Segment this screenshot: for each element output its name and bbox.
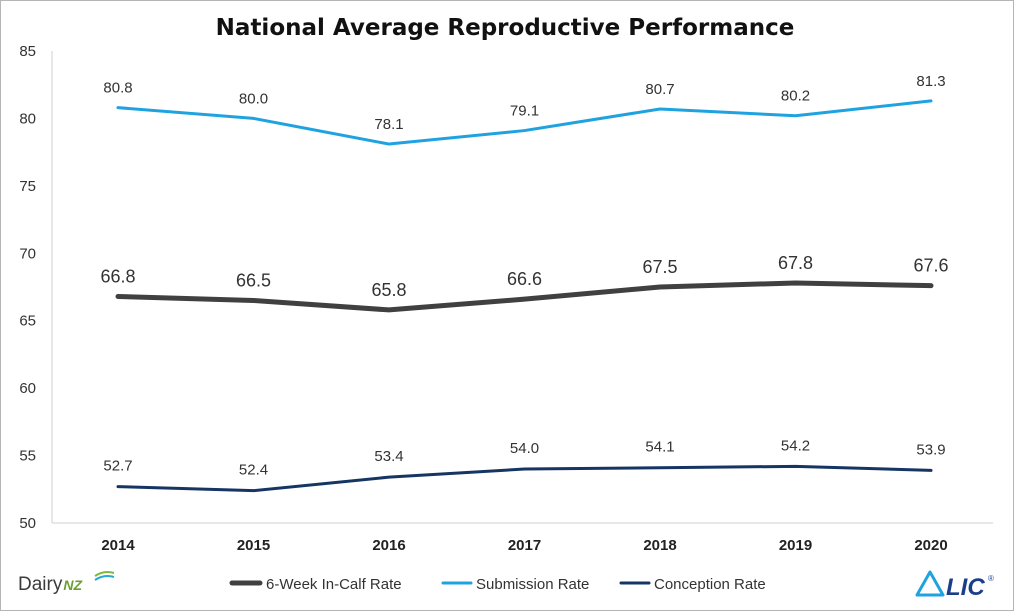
dairynz-word-nz: NZ xyxy=(63,577,82,593)
y-tick-label: 65 xyxy=(19,313,36,330)
legend-label-in-calf: 6-Week In-Calf Rate xyxy=(266,576,402,593)
y-tick-label: 70 xyxy=(19,245,36,262)
y-tick-label: 85 xyxy=(19,43,36,60)
data-label: 52.4 xyxy=(239,462,268,479)
x-tick-label: 2020 xyxy=(914,537,947,554)
series-line-submission xyxy=(116,99,933,146)
x-tick-label: 2019 xyxy=(779,537,812,554)
data-label: 67.8 xyxy=(778,253,813,273)
y-tick-label: 50 xyxy=(19,515,36,532)
x-tick-label: 2015 xyxy=(237,537,270,554)
chart-title: National Average Reproductive Performanc… xyxy=(216,15,795,41)
data-label: 80.7 xyxy=(645,81,674,98)
legend-label-conception: Conception Rate xyxy=(654,576,766,593)
x-tick-label: 2017 xyxy=(508,537,541,554)
x-tick-label: 2018 xyxy=(643,537,676,554)
y-tick-label: 60 xyxy=(19,380,36,397)
lic-logo: LIC ® xyxy=(915,570,994,601)
dairynz-logo: DairyNZ xyxy=(18,571,115,595)
data-label: 53.9 xyxy=(916,441,945,458)
y-tick-label: 80 xyxy=(19,110,36,127)
data-label: 80.0 xyxy=(239,90,268,107)
x-tick-labels: 2014 2015 2016 2017 2018 2019 2020 xyxy=(101,537,947,554)
lic-logo-text: LIC xyxy=(946,574,985,601)
data-label: 78.1 xyxy=(374,116,403,133)
x-tick-label: 2014 xyxy=(101,537,135,554)
y-tick-label: 75 xyxy=(19,178,36,195)
y-tick-label: 55 xyxy=(19,448,36,465)
data-label: 54.2 xyxy=(781,437,810,454)
series-line-conception xyxy=(116,464,933,493)
data-label: 80.2 xyxy=(781,88,810,105)
svg-text:DairyNZ: DairyNZ xyxy=(18,574,82,595)
lic-triangle-icon xyxy=(915,570,945,597)
legend: 6-Week In-Calf Rate Submission Rate Conc… xyxy=(229,576,766,593)
y-tick-labels: 50 55 60 65 70 75 80 85 xyxy=(19,43,36,532)
data-label: 67.6 xyxy=(913,256,948,276)
dairynz-swoosh-icon xyxy=(94,575,115,581)
data-labels: 66.8 66.5 65.8 66.6 67.5 67.8 67.6 80.8 80.0 78.1… xyxy=(100,73,948,479)
data-label: 52.7 xyxy=(103,458,132,475)
data-label: 53.4 xyxy=(374,448,403,465)
data-label: 54.1 xyxy=(645,439,674,456)
data-label: 66.6 xyxy=(507,269,542,289)
data-label: 65.8 xyxy=(371,280,406,300)
data-label: 81.3 xyxy=(916,73,945,90)
series-line-in-calf xyxy=(115,280,934,313)
data-label: 66.5 xyxy=(236,270,271,290)
x-tick-label: 2016 xyxy=(372,537,405,554)
data-label: 67.5 xyxy=(642,257,677,277)
data-label: 66.8 xyxy=(100,266,135,286)
dairynz-word-dairy: Dairy xyxy=(18,574,63,595)
data-label: 80.8 xyxy=(103,80,132,97)
series-lines xyxy=(115,99,934,493)
dairynz-swoosh-icon xyxy=(94,571,115,577)
legend-label-submission: Submission Rate xyxy=(476,576,589,593)
lic-registered-mark: ® xyxy=(988,574,994,583)
data-label: 79.1 xyxy=(510,103,539,120)
data-label: 54.0 xyxy=(510,440,539,457)
